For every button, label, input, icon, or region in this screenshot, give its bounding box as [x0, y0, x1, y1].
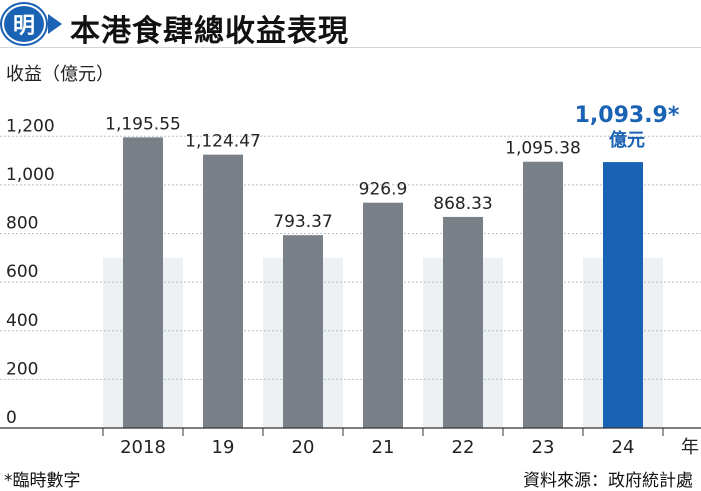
highlight-unit-label: 億元 [609, 129, 645, 151]
bar [123, 137, 163, 428]
bar [603, 162, 643, 429]
y-axis-label: 收益（億元） [6, 64, 114, 85]
y-tick-label: 0 [6, 408, 17, 428]
x-tick-label: 2018 [120, 437, 166, 458]
value-label: 926.9 [359, 180, 408, 200]
bar [443, 216, 483, 428]
y-tick-label: 400 [6, 311, 38, 331]
y-tick-label: 1,200 [6, 116, 55, 136]
x-tick-label: 20 [292, 437, 315, 458]
bar [523, 161, 563, 428]
y-tick-label: 1,000 [6, 165, 55, 185]
x-tick-label: 24 [612, 437, 635, 458]
y-tick-label: 600 [6, 262, 38, 282]
chart-title: 本港食肆總收益表現 [70, 14, 349, 49]
header-divider [0, 47, 701, 48]
header: 明 本港食肆總收益表現 [0, 0, 701, 49]
highlight-value-label: 1,093.9* [575, 103, 680, 128]
source-note: 資料來源：政府統計處 [523, 471, 693, 491]
bar [363, 202, 403, 428]
x-tick-label: 22 [452, 437, 475, 458]
x-tick-label: 23 [532, 437, 555, 458]
value-label: 793.37 [273, 212, 332, 232]
title-arrow-icon [48, 14, 62, 34]
logo: 明 [2, 4, 46, 44]
footnote: *臨時數字 [4, 471, 81, 491]
value-label: 1,095.38 [505, 139, 581, 159]
bar [283, 235, 323, 428]
x-axis-label: 年 [681, 437, 699, 458]
value-label: 1,124.47 [185, 132, 261, 152]
x-tick-label: 19 [212, 437, 235, 458]
y-tick-label: 200 [6, 359, 38, 379]
x-tick-label: 21 [372, 437, 395, 458]
bar [203, 154, 243, 428]
value-label: 1,195.55 [105, 114, 181, 134]
y-tick-label: 800 [6, 214, 38, 234]
value-label: 868.33 [433, 194, 492, 214]
